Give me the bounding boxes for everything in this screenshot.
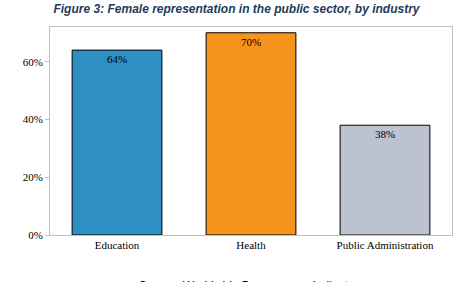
svg-text:38%: 38% (375, 128, 395, 140)
svg-text:Public Administration: Public Administration (337, 239, 434, 251)
svg-text:40%: 40% (23, 113, 43, 125)
svg-text:Figure 3: Female representatio: Figure 3: Female representation in the p… (53, 2, 420, 16)
svg-text:0%: 0% (28, 229, 43, 241)
svg-text:64%: 64% (107, 53, 127, 65)
svg-text:20%: 20% (23, 171, 43, 183)
svg-text:70%: 70% (241, 36, 261, 48)
svg-text:Health: Health (236, 239, 266, 251)
svg-text:60%: 60% (23, 56, 43, 68)
svg-text:Source: Worldwide Bureaucracy: Source: Worldwide Bureaucracy Indicators (138, 279, 365, 282)
svg-text:Education: Education (95, 239, 140, 251)
